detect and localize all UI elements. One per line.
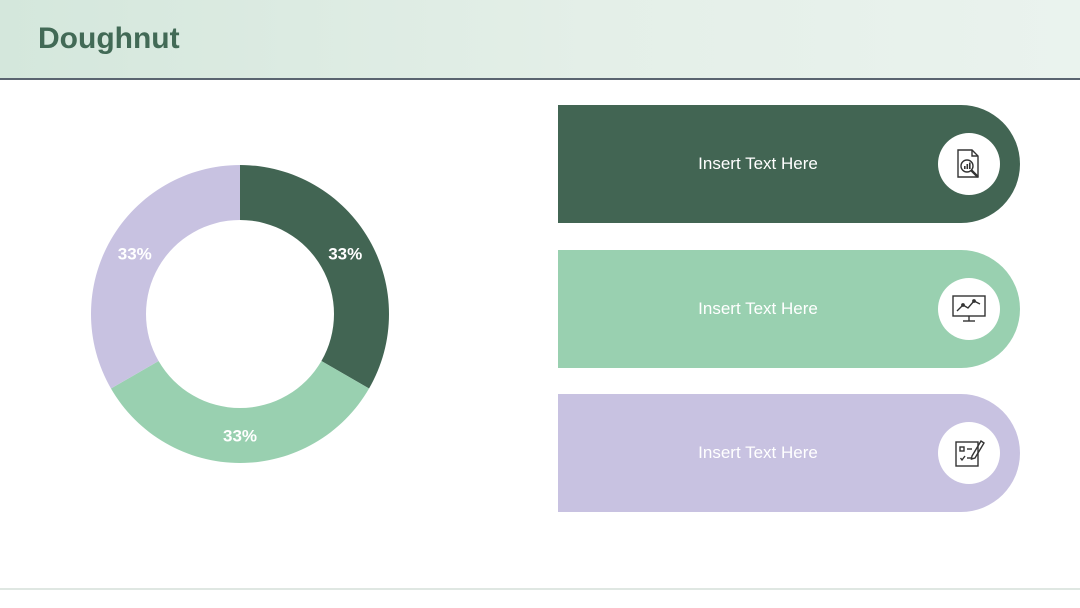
- doughnut-slice-1: [240, 165, 390, 389]
- slide-title: Doughnut: [38, 22, 180, 55]
- report-magnifier-icon: [957, 149, 979, 178]
- banner-2[interactable]: Insert Text Here: [558, 250, 1020, 368]
- slice-label-3: 33%: [118, 244, 152, 263]
- slice-label-2: 33%: [223, 427, 257, 446]
- banner-1-text: Insert Text Here: [698, 154, 818, 173]
- banner-3[interactable]: Insert Text Here: [558, 394, 1020, 512]
- doughnut-slice-2: [110, 361, 370, 463]
- monitor-chart-icon: [952, 295, 986, 322]
- banner-3-icon-badge: [938, 422, 1000, 484]
- banner-2-icon-badge: [938, 278, 1000, 340]
- checklist-pen-icon: [955, 440, 985, 467]
- banner-2-text: Insert Text Here: [698, 299, 818, 318]
- banner-3-text: Insert Text Here: [698, 443, 818, 462]
- doughnut-chart: 33% 33% 33%: [91, 165, 390, 463]
- slice-label-1: 33%: [328, 244, 362, 263]
- footer-divider: [0, 588, 1080, 590]
- banner-1-icon-badge: [938, 133, 1000, 195]
- banner-1[interactable]: Insert Text Here: [558, 105, 1020, 223]
- slide-header: Doughnut: [0, 0, 1080, 80]
- doughnut-slice-3: [91, 165, 241, 389]
